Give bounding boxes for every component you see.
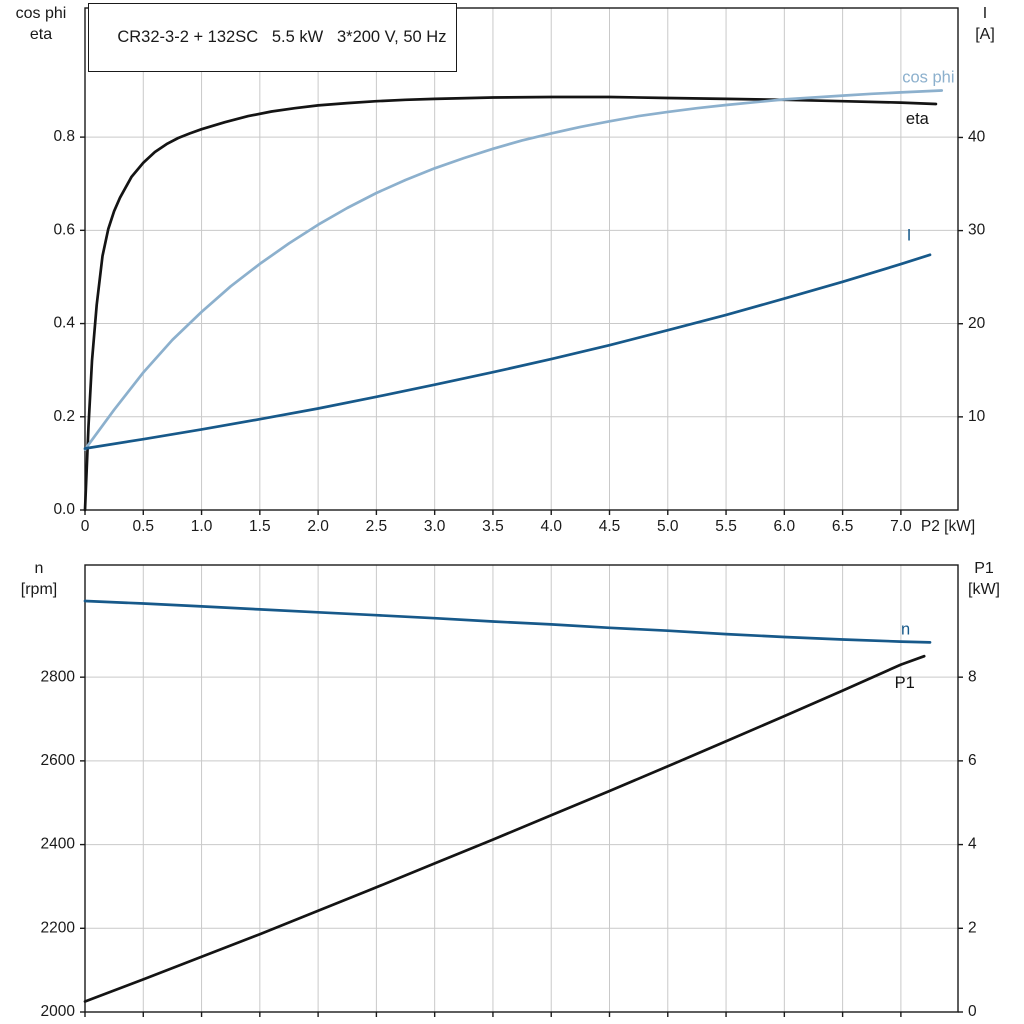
- x-tick-label: 7.0: [890, 518, 912, 535]
- y-right-tick-label: 4: [968, 836, 977, 853]
- bottom-chart-right-axis-title: P1 [kW]: [956, 558, 1012, 600]
- y-right-tick-label: 6: [968, 752, 977, 769]
- bottom-chart-left-axis-title: n [rpm]: [4, 558, 74, 600]
- y-right-tick-label: 8: [968, 668, 977, 685]
- y-left-tick-label: 2000: [41, 1003, 76, 1020]
- y-left-tick-label: 0.4: [53, 315, 75, 332]
- y-left-tick-label: 2400: [41, 836, 76, 853]
- x-tick-label: 4.0: [540, 518, 562, 535]
- x-tick-label: 2.5: [366, 518, 388, 535]
- axis-title-speed: n: [34, 560, 44, 577]
- i-curve: [83, 253, 932, 450]
- cos-phi-curve: [83, 89, 944, 451]
- y-left-tick-label: 0.6: [53, 221, 75, 238]
- n-curve: [83, 599, 932, 644]
- y-left-tick-label: 2600: [41, 752, 76, 769]
- p1-curve: [83, 654, 926, 1003]
- x-tick-label: 6.0: [774, 518, 796, 535]
- y-right-tick-label: 20: [968, 315, 986, 332]
- x-tick-label: 1.0: [191, 518, 213, 535]
- y-right-tick-label: 10: [968, 408, 986, 425]
- y-left-tick-label: 0.2: [53, 408, 75, 425]
- y-left-tick-label: 0.0: [53, 501, 75, 518]
- axis-title-current: I: [982, 5, 988, 22]
- axis-title-input-power: P1: [974, 560, 994, 577]
- x-tick-label: 3.0: [424, 518, 446, 535]
- n-curve-label: n: [901, 621, 910, 639]
- y-right-tick-label: 0: [968, 1003, 977, 1020]
- top-chart-left-axis-title: cos phi eta: [4, 3, 78, 45]
- y-left-tick-label: 2200: [41, 919, 76, 936]
- x-tick-label: 3.5: [482, 518, 504, 535]
- y-left-tick-label: 0.8: [53, 128, 75, 145]
- axis-title-eta: eta: [29, 26, 53, 43]
- x-tick-label: 0.5: [132, 518, 154, 535]
- x-tick-label: 2.0: [307, 518, 329, 535]
- chart-title: CR32-3-2 + 132SC 5.5 kW 3*200 V, 50 Hz: [117, 28, 447, 46]
- x-tick-label: 0: [81, 518, 90, 535]
- chart-title-box: CR32-3-2 + 132SC 5.5 kW 3*200 V, 50 Hz: [88, 3, 458, 72]
- axis-title-current-unit: [A]: [975, 26, 995, 43]
- plot-frame: [84, 7, 959, 511]
- eta-curve-label: eta: [906, 110, 930, 128]
- cos-phi-curve-label: cos phi: [902, 68, 954, 86]
- top-chart-right-axis-title: I [A]: [960, 3, 1010, 45]
- plot-frame: [84, 564, 959, 1013]
- x-tick-label: 6.5: [832, 518, 854, 535]
- p1-curve-label: P1: [895, 674, 915, 692]
- axis-title-input-power-unit: [kW]: [968, 581, 1000, 598]
- y-right-tick-label: 30: [968, 222, 986, 239]
- y-right-tick-label: 40: [968, 129, 986, 146]
- axis-title-cos-phi: cos phi: [15, 5, 67, 22]
- y-left-tick-label: 2800: [41, 668, 76, 685]
- eta-curve: [83, 95, 938, 512]
- axis-title-speed-unit: [rpm]: [20, 581, 58, 598]
- x-tick-label: 5.0: [657, 518, 679, 535]
- x-tick-label: 5.5: [715, 518, 737, 535]
- x-axis-label: P2 [kW]: [921, 518, 975, 535]
- y-right-tick-label: 2: [968, 919, 977, 936]
- x-tick-label: 4.5: [599, 518, 621, 535]
- x-tick-label: 1.5: [249, 518, 271, 535]
- i-curve-label: I: [907, 227, 912, 245]
